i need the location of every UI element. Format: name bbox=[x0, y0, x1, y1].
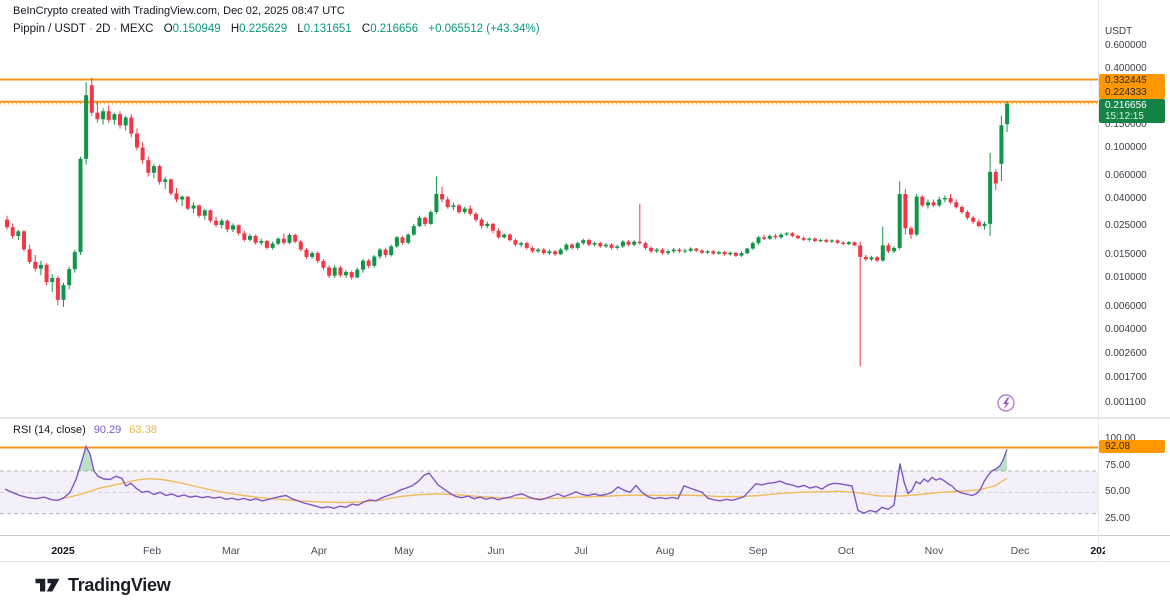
flash-icon bbox=[997, 394, 1015, 412]
level-price-badge: 0.224333 bbox=[1099, 86, 1165, 99]
time-tick-2026: 2026 bbox=[1090, 545, 1105, 557]
time-tick-sep: Sep bbox=[748, 545, 768, 557]
tradingview-logo[interactable]: TradingView bbox=[34, 575, 171, 596]
attribution-text: BeInCrypto created with TradingView.com,… bbox=[13, 5, 345, 17]
open-label: O bbox=[163, 23, 173, 35]
rsi-tick: 100.00 bbox=[1105, 433, 1136, 444]
current-price-badge: 0.216656 15:12:15 bbox=[1099, 99, 1165, 123]
rsi-level-badge: 92.08 bbox=[1099, 440, 1165, 454]
time-tick-feb: Feb bbox=[142, 545, 162, 557]
time-tick-jul: Jul bbox=[574, 545, 588, 557]
symbol-title[interactable]: Pippin / USDT bbox=[13, 23, 86, 35]
interval-label[interactable]: 2D bbox=[95, 23, 111, 35]
price-tick: 0.400000 bbox=[1105, 63, 1147, 74]
price-tick: 0.010000 bbox=[1105, 271, 1147, 283]
exchange-label: MEXC bbox=[120, 23, 154, 35]
rsi-tick: 25.00 bbox=[1105, 513, 1131, 524]
price-tick: 0.001700 bbox=[1105, 372, 1147, 384]
time-axis[interactable]: 2025 Feb Mar Apr May Jun Jul Aug Sep Oct Nov Dec 202… bbox=[0, 538, 1105, 562]
level-price-badge: 0.332445 bbox=[1099, 74, 1165, 87]
price-tick: 0.002600 bbox=[1105, 348, 1147, 360]
open-value: 0.150949 bbox=[172, 23, 221, 35]
price-tick: 0.015000 bbox=[1105, 249, 1147, 260]
price-tick: 0.025000 bbox=[1105, 220, 1147, 232]
close-label: C bbox=[361, 23, 371, 35]
countdown: 15:12:15 bbox=[1105, 111, 1144, 122]
separator-dot: · bbox=[113, 23, 118, 35]
time-tick-2025: 2025 bbox=[51, 545, 75, 557]
price-tick: 0.600000 bbox=[1105, 40, 1147, 52]
price-tick: 0.100000 bbox=[1105, 141, 1147, 153]
tradingview-logo-text: TradingView bbox=[68, 575, 171, 595]
time-tick-aug: Aug bbox=[655, 545, 675, 557]
high-value: 0.225629 bbox=[239, 23, 288, 35]
time-tick-mar: Mar bbox=[221, 545, 241, 557]
time-tick-dec: Dec bbox=[1010, 545, 1030, 557]
price-tick: 0.006000 bbox=[1105, 300, 1147, 312]
price-tick: 0.001100 bbox=[1105, 397, 1146, 409]
time-tick-apr: Apr bbox=[310, 545, 328, 557]
price-axis[interactable]: USDT 0.600000 0.400000 0.150000 0.100000 0.0… bbox=[1098, 0, 1170, 562]
change-value: +0.065512 (+43.34%) bbox=[428, 23, 540, 35]
symbol-info-row: Pippin / USDT · 2D · MEXC O0.150949 H0.22562… bbox=[13, 23, 540, 35]
low-value: 0.131651 bbox=[303, 23, 352, 35]
close-value: 0.216656 bbox=[370, 23, 419, 35]
price-tick: 0.150000 bbox=[1105, 118, 1147, 130]
tradingview-logo-icon bbox=[35, 578, 60, 592]
rsi-tick: 50.00 bbox=[1105, 486, 1131, 498]
rsi-tick: 75.00 bbox=[1105, 459, 1131, 471]
chart-canvas[interactable] bbox=[0, 0, 1170, 562]
price-tick: 0.004000 bbox=[1105, 323, 1147, 335]
price-tick: 0.060000 bbox=[1105, 170, 1147, 182]
rsi-legend: RSI (14, close) 90.29 63.38 bbox=[13, 424, 157, 436]
time-tick-may: May bbox=[394, 545, 414, 557]
low-label: L bbox=[297, 23, 304, 35]
rsi-title[interactable]: RSI (14, close) bbox=[13, 424, 86, 436]
rsi-value: 90.29 bbox=[93, 424, 122, 436]
high-label: H bbox=[230, 23, 240, 35]
time-tick-oct: Oct bbox=[837, 545, 855, 557]
price-tick: 0.040000 bbox=[1105, 193, 1147, 205]
separator-dot: · bbox=[88, 23, 93, 35]
rsi-ma-value: 63.38 bbox=[129, 424, 157, 436]
time-tick-jun: Jun bbox=[487, 545, 505, 557]
time-tick-nov: Nov bbox=[924, 545, 944, 557]
price-axis-unit: USDT bbox=[1105, 26, 1133, 37]
